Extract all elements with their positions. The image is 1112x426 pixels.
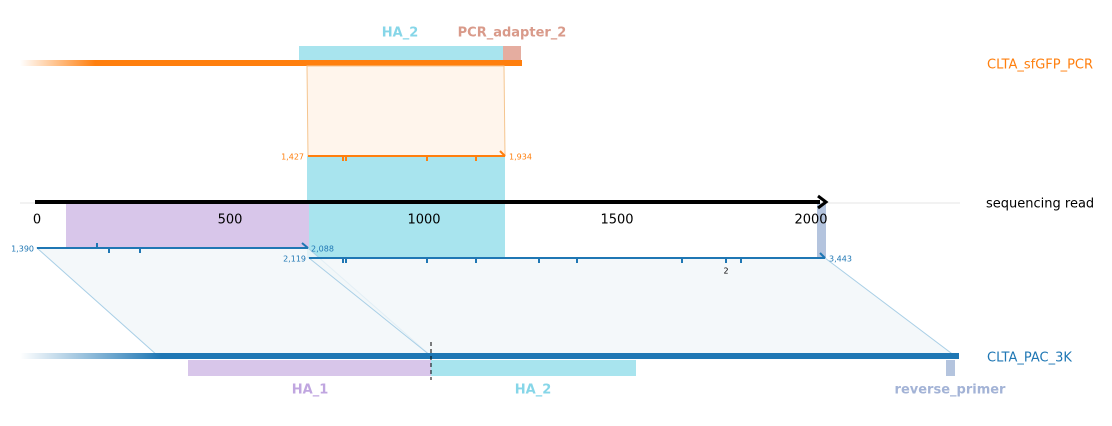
feature [817,203,826,258]
tick-label: 1000 [407,213,440,228]
coordinate: 3,443 [829,255,852,264]
feature-label: reverse_primer [895,383,1007,398]
track-label: CLTA_sfGFP_PCR [987,58,1093,73]
feature-label: HA_2 [382,26,419,41]
coordinate: 1,427 [281,153,304,162]
alignment-area [306,65,506,157]
mismatches [342,150,506,161]
feature-label: PCR_adapter_2 [458,26,567,41]
coordinate: 2,119 [283,255,306,264]
coordinate: 2,088 [311,245,334,254]
coordinate: 1,390 [11,245,34,254]
tick-label: 1500 [600,213,633,228]
coordinate: 1,934 [509,153,532,162]
mismatches [96,242,826,263]
tick-label: 0 [33,213,41,228]
mismatch-count: 2 [723,267,728,276]
tick-label: 2000 [794,213,827,228]
feature-label: HA_2 [515,383,552,398]
feature [299,46,503,60]
feature-label: HA_1 [292,383,329,398]
feature [66,203,309,248]
tick-label: 500 [218,213,243,228]
track-label: sequencing read [986,197,1094,212]
feature [503,46,521,60]
record-bar [20,60,522,66]
track-label: CLTA_PAC_3K [987,351,1072,366]
arrow [817,194,829,210]
feature [431,360,636,376]
record-bar [20,353,959,359]
feature [946,360,955,376]
feature [307,156,505,258]
feature [188,360,431,376]
